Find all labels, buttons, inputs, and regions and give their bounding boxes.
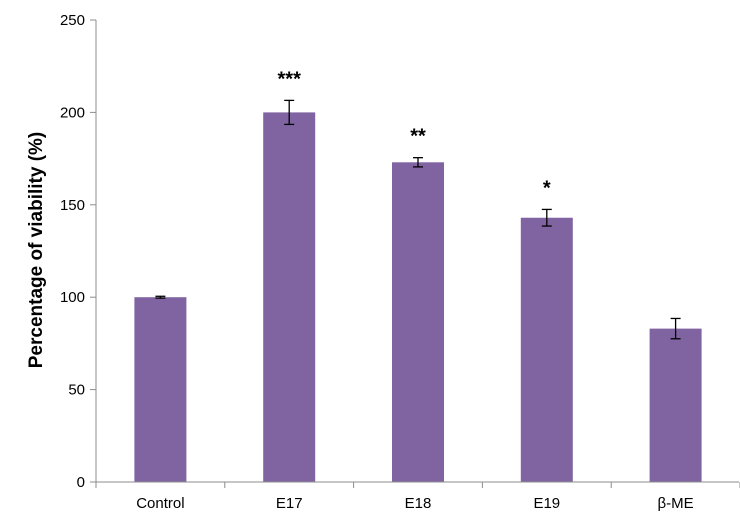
bar-E18 — [392, 162, 444, 482]
significance-label: ** — [410, 126, 426, 148]
bar-Control — [134, 297, 186, 482]
bar-E17 — [263, 112, 315, 482]
y-axis-label: Percentage of viability (%) — [26, 132, 47, 369]
y-tick-label: 200 — [60, 104, 85, 121]
bar-β-ME — [650, 329, 702, 482]
y-tick-label: 150 — [60, 197, 85, 214]
x-tick-label: E19 — [533, 495, 560, 512]
x-tick-label: E17 — [276, 495, 303, 512]
x-tick-label: E18 — [405, 495, 432, 512]
significance-label: * — [543, 177, 551, 199]
bar-E19 — [521, 218, 573, 482]
y-tick-label: 0 — [77, 474, 85, 491]
y-tick-label: 50 — [68, 382, 85, 399]
significance-label: *** — [278, 68, 302, 90]
y-tick-label: 250 — [60, 12, 85, 29]
y-tick-label: 100 — [60, 289, 85, 306]
x-tick-label: β-ME — [658, 495, 694, 512]
x-tick-label: Control — [136, 495, 184, 512]
